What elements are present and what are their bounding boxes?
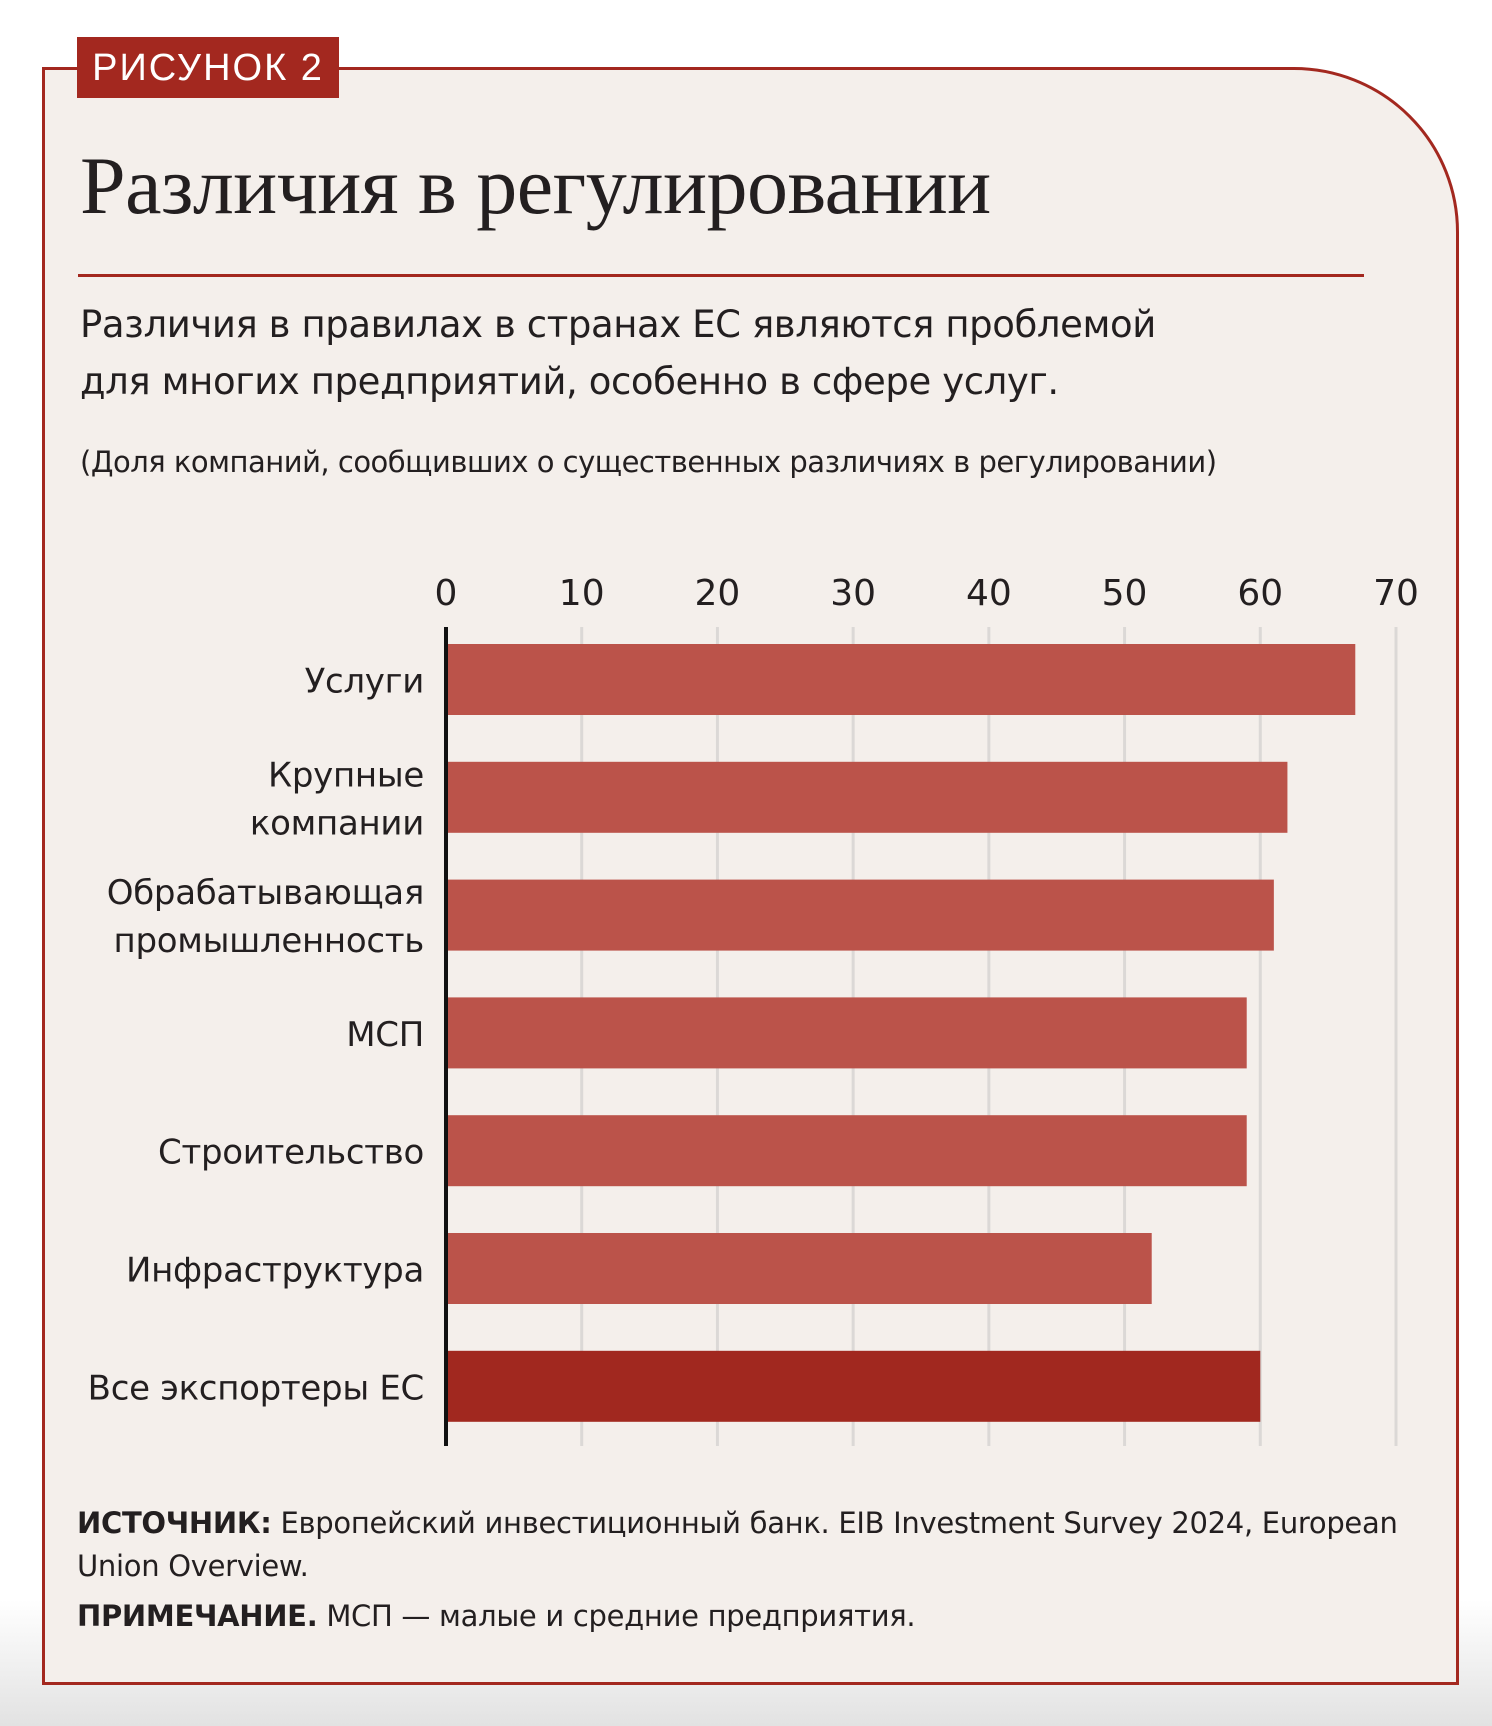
x-tick-label: 20	[695, 573, 741, 614]
figure-title: Различия в регулировании	[80, 140, 991, 231]
category-label: Крупные компании	[250, 755, 424, 843]
figure-subtitle: Различия в правилах в странах ЕС являютс…	[80, 296, 1156, 410]
category-label-line: Услуги	[305, 662, 424, 702]
category-label-line: Обрабатывающая	[107, 873, 424, 913]
category-label: Строительство	[158, 1133, 424, 1173]
x-tick-label: 30	[830, 573, 876, 614]
bar	[448, 879, 1274, 951]
category-label: Инфраструктура	[126, 1251, 424, 1291]
x-axis-ticks: 0 10 20 30 40 50 60 70	[435, 573, 1419, 614]
bars	[448, 644, 1356, 1422]
category-label-line: Все экспортеры ЕС	[88, 1368, 424, 1408]
source-text: Европейский инвестиционный банк. EIB Inv…	[77, 1506, 1398, 1583]
category-label-line: Крупные	[268, 755, 424, 795]
chart-note: (Доля компаний, сообщивших о существенны…	[80, 445, 1217, 479]
source-note: ИСТОЧНИК: Европейский инвестиционный бан…	[77, 1502, 1407, 1588]
x-tick-label: 40	[966, 573, 1012, 614]
category-labels: Услуги Крупные компании Обрабатывающая промы…	[88, 662, 425, 1409]
x-tick-label: 0	[435, 573, 458, 614]
category-label-line: Строительство	[158, 1133, 424, 1173]
chart-footer: ИСТОЧНИК: Европейский инвестиционный бан…	[77, 1502, 1407, 1645]
x-tick-label: 10	[559, 573, 605, 614]
bar	[448, 1350, 1261, 1422]
footnote: ПРИМЕЧАНИЕ. МСП — малые и средние предпр…	[77, 1595, 1407, 1638]
figure-badge: РИСУНОК 2	[77, 37, 339, 98]
category-label: Все экспортеры ЕС	[88, 1368, 424, 1408]
title-divider	[78, 274, 1364, 277]
source-label: ИСТОЧНИК:	[77, 1506, 272, 1540]
category-label: Обрабатывающая промышленность	[107, 873, 424, 961]
bar	[448, 1115, 1247, 1187]
note-label: ПРИМЕЧАНИЕ.	[77, 1599, 318, 1633]
bar	[448, 644, 1356, 715]
x-tick-label: 60	[1237, 573, 1283, 614]
category-label-line: Инфраструктура	[126, 1251, 424, 1291]
bar	[448, 761, 1288, 833]
subtitle-line: Различия в правилах в странах ЕС являютс…	[80, 303, 1156, 346]
category-label: Услуги	[305, 662, 424, 702]
x-tick-label: 70	[1373, 573, 1419, 614]
x-tick-label: 50	[1102, 573, 1148, 614]
category-label: МСП	[346, 1015, 424, 1055]
note-text: МСП — малые и средние предприятия.	[317, 1599, 916, 1633]
subtitle-line: для многих предприятий, особенно в сфере…	[80, 360, 1059, 403]
bar	[448, 997, 1247, 1069]
category-label-line: компании	[250, 803, 424, 843]
category-label-line: МСП	[346, 1015, 424, 1055]
bar	[448, 1233, 1152, 1304]
category-label-line: промышленность	[114, 921, 424, 961]
